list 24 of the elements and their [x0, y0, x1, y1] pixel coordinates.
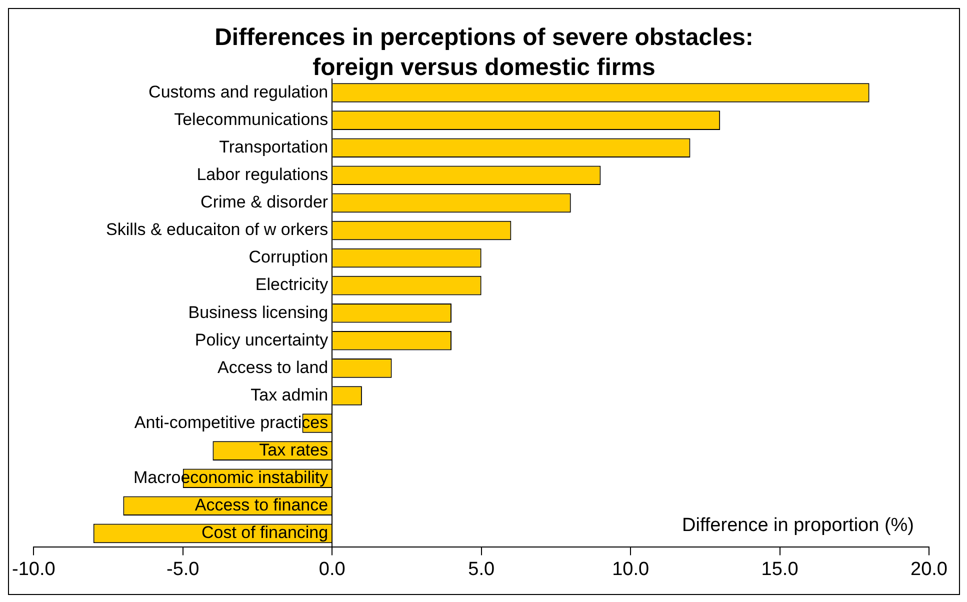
- y-tick-label: Telecommunications: [174, 110, 328, 129]
- y-tick-label: Electricity: [255, 275, 329, 294]
- y-tick-label: Business licensing: [188, 302, 328, 322]
- y-tick-label: Crime & disorder: [200, 192, 328, 212]
- y-tick-label: Access to land: [218, 358, 328, 377]
- x-tick-label: 10.0: [612, 558, 650, 580]
- chart-title: Differences in perceptions of severe obstacles: foreign versus domestic firms: [214, 23, 754, 83]
- y-tick-label: Access to finance: [194, 496, 328, 515]
- y-tick-label: Transportation: [219, 138, 328, 157]
- x-axis-title: Difference in proportion (%): [682, 514, 914, 536]
- y-tick-label: Corruption: [248, 248, 328, 267]
- y-tick-label: Policy uncertainty: [194, 330, 329, 350]
- y-tick-label: Skills & educaiton of w orkers: [106, 220, 328, 240]
- x-tick-label: 15.0: [761, 558, 798, 580]
- x-tick-label: -10.0: [12, 558, 56, 580]
- y-tick-label: Customs and regulation: [148, 82, 328, 102]
- x-tick-label: 20.0: [910, 558, 948, 580]
- x-tick-label: -5.0: [166, 558, 200, 580]
- y-tick-label: Labor regulations: [196, 165, 328, 184]
- x-tick-label: 5.0: [468, 558, 495, 580]
- y-tick-label: Tax admin: [250, 385, 328, 404]
- x-tick-label: 0.0: [318, 558, 346, 580]
- y-tick-label: Tax rates: [259, 440, 328, 460]
- y-tick-label: Cost of financing: [201, 523, 328, 542]
